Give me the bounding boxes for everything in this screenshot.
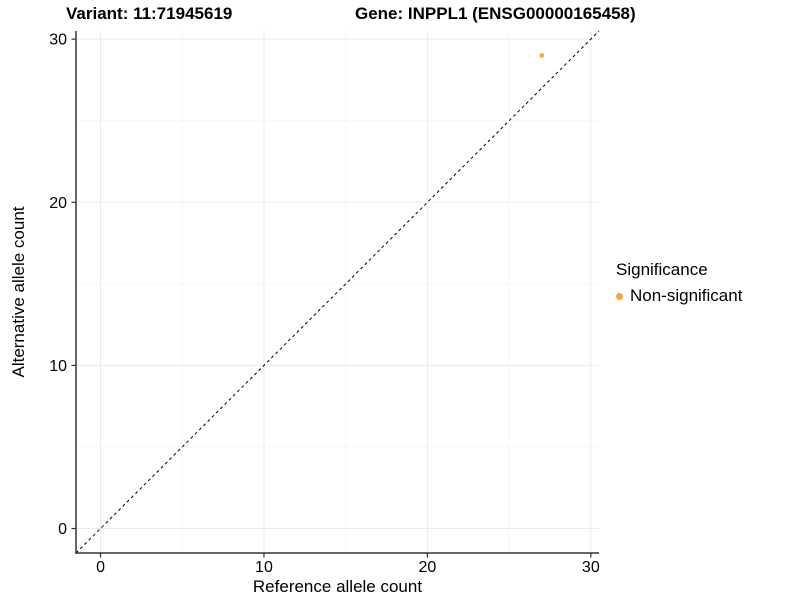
x-tick-label: 10 bbox=[255, 559, 273, 576]
gene-title: Gene: INPPL1 (ENSG00000165458) bbox=[355, 4, 636, 23]
y-tick-label: 30 bbox=[49, 32, 67, 49]
x-tick-label: 20 bbox=[418, 559, 436, 576]
data-point bbox=[539, 53, 545, 58]
y-tick-label: 20 bbox=[49, 195, 67, 212]
y-tick-label: 10 bbox=[49, 358, 67, 375]
legend: Significance Non-significant bbox=[616, 260, 742, 306]
legend-item-non-significant: Non-significant bbox=[616, 286, 742, 306]
y-tick-label: 0 bbox=[58, 521, 67, 538]
legend-item-label: Non-significant bbox=[630, 286, 743, 305]
x-tick-label: 0 bbox=[96, 559, 105, 576]
x-tick-label: 30 bbox=[582, 559, 600, 576]
x-axis-label: Reference allele count bbox=[252, 577, 423, 596]
legend-circle-icon bbox=[616, 292, 623, 300]
identity-dashed-line bbox=[75, 30, 600, 554]
variant-title: Variant: 11:71945619 bbox=[66, 4, 233, 23]
y-axis-label: Alternative allele count bbox=[9, 206, 28, 378]
legend-title: Significance bbox=[616, 260, 708, 279]
